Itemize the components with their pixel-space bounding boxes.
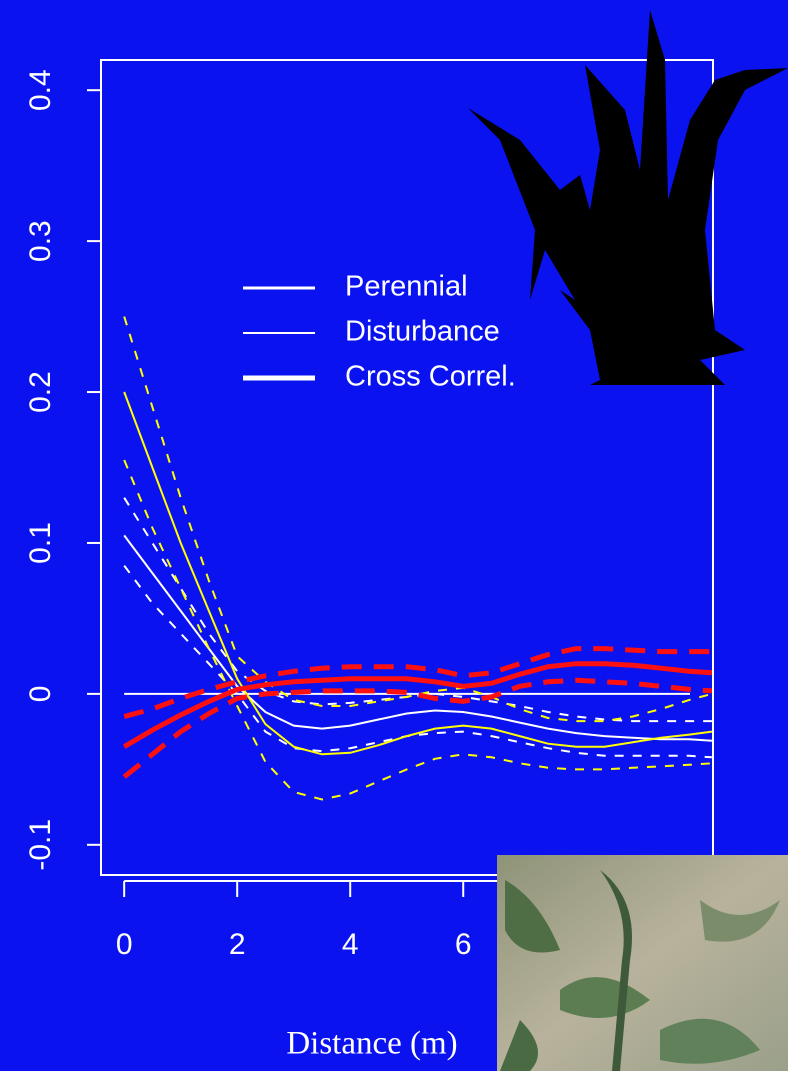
x-tick-label: 4 bbox=[342, 928, 359, 961]
confidence-line bbox=[122, 677, 713, 779]
y-tick-label: 0.2 bbox=[24, 371, 57, 413]
legend-label: Disturbance bbox=[345, 316, 500, 348]
y-tick-label: -0.1 bbox=[24, 819, 57, 871]
confidence-line bbox=[123, 565, 712, 759]
series-line bbox=[122, 661, 713, 749]
confidence-line bbox=[123, 459, 712, 801]
plot-area bbox=[122, 316, 713, 801]
series-line bbox=[123, 534, 712, 742]
confidence-line bbox=[123, 646, 712, 719]
legend-label: Perennial bbox=[345, 271, 468, 303]
x-axis-label: Distance (m) bbox=[286, 1026, 457, 1062]
confidence-line bbox=[123, 497, 712, 723]
x-tick-label: 0 bbox=[116, 928, 133, 961]
series-line bbox=[123, 391, 713, 756]
plant-silhouette bbox=[468, 10, 788, 385]
x-tick-label: 2 bbox=[229, 928, 246, 961]
x-tick-label: 6 bbox=[455, 928, 472, 961]
y-tick-label: 0.4 bbox=[24, 69, 57, 111]
y-tick-label: 0.3 bbox=[24, 220, 57, 262]
legend-label: Cross Correl. bbox=[345, 361, 516, 393]
inset-photo bbox=[497, 855, 788, 1071]
y-tick-label: 0.1 bbox=[24, 522, 57, 564]
y-tick-label: 0 bbox=[24, 686, 57, 703]
